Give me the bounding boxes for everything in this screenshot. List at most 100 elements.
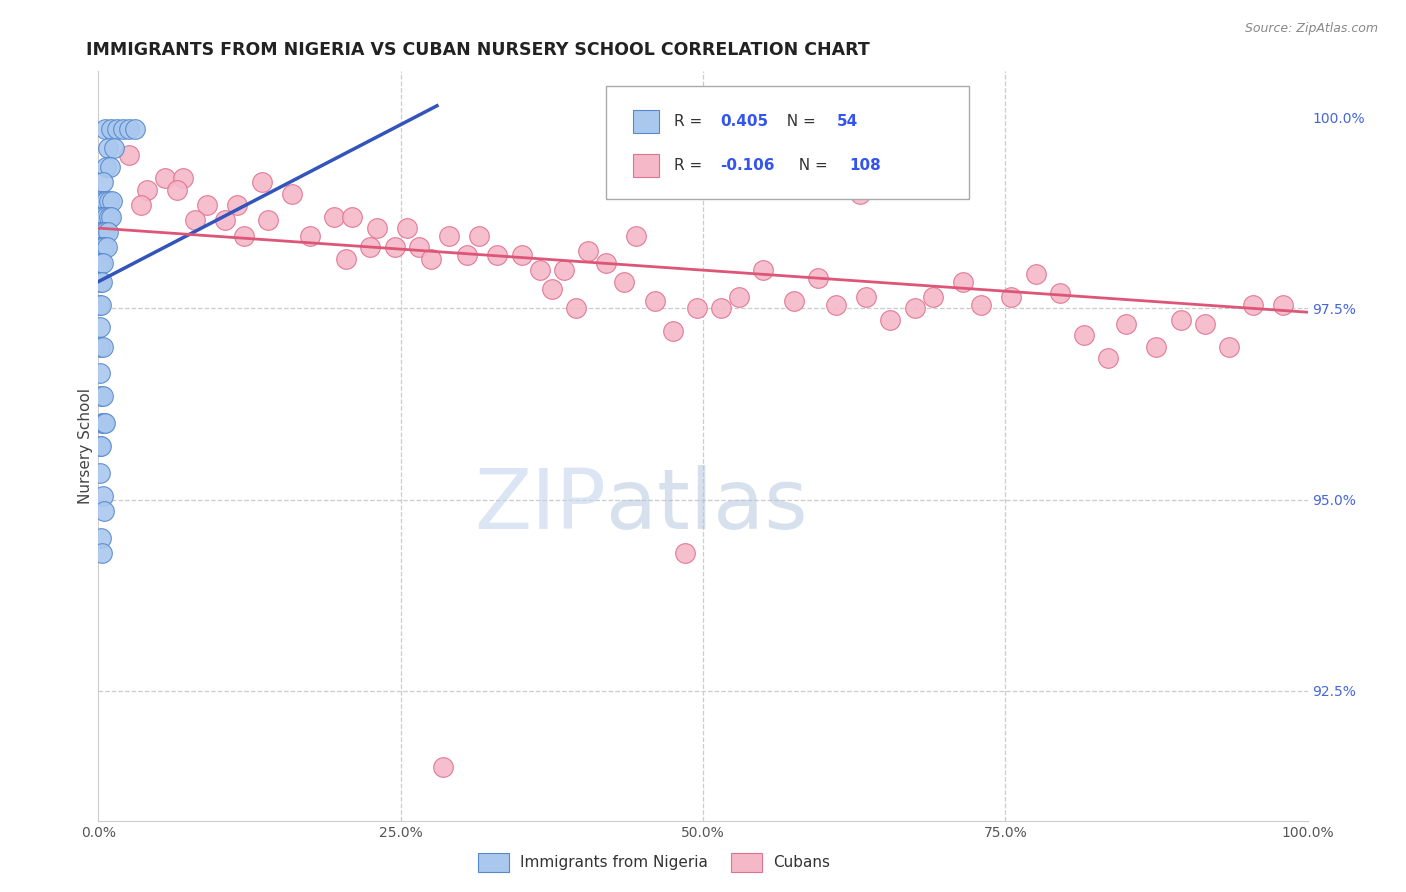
Point bbox=[100, 210, 122, 224]
Text: 0.405: 0.405 bbox=[720, 114, 768, 128]
Point bbox=[952, 275, 974, 289]
Point bbox=[91, 225, 114, 239]
Point bbox=[360, 240, 382, 254]
Point bbox=[91, 489, 114, 503]
Point bbox=[87, 255, 110, 269]
Point bbox=[595, 255, 617, 269]
Point bbox=[1025, 267, 1047, 281]
Point bbox=[626, 228, 648, 243]
Point bbox=[118, 148, 141, 162]
Point bbox=[408, 240, 430, 254]
Point bbox=[93, 255, 115, 269]
Point bbox=[89, 466, 111, 480]
Point bbox=[172, 171, 194, 186]
Point bbox=[849, 186, 872, 201]
Point bbox=[1272, 297, 1295, 311]
Point bbox=[94, 121, 117, 136]
Point bbox=[807, 270, 830, 285]
Point bbox=[510, 248, 533, 262]
Text: IMMIGRANTS FROM NIGERIA VS CUBAN NURSERY SCHOOL CORRELATION CHART: IMMIGRANTS FROM NIGERIA VS CUBAN NURSERY… bbox=[86, 41, 870, 59]
Point bbox=[91, 175, 114, 189]
Point bbox=[644, 293, 666, 308]
FancyBboxPatch shape bbox=[633, 110, 659, 133]
Point bbox=[1218, 340, 1240, 354]
Text: N =: N = bbox=[776, 114, 820, 128]
Point bbox=[299, 228, 322, 243]
Point bbox=[101, 194, 124, 209]
Point bbox=[613, 275, 636, 289]
Point bbox=[93, 416, 115, 430]
Point bbox=[96, 240, 118, 254]
Point bbox=[1115, 317, 1137, 331]
Point bbox=[855, 290, 877, 304]
Point bbox=[94, 225, 117, 239]
Point bbox=[91, 340, 114, 354]
Point bbox=[93, 504, 115, 518]
Point bbox=[98, 160, 121, 174]
Point bbox=[94, 416, 117, 430]
Point bbox=[456, 248, 478, 262]
Point bbox=[90, 297, 112, 311]
Text: N =: N = bbox=[789, 158, 832, 172]
Point bbox=[94, 210, 117, 224]
Text: 108: 108 bbox=[849, 158, 882, 172]
Point bbox=[93, 240, 115, 254]
Point bbox=[1073, 328, 1095, 343]
Text: Source: ZipAtlas.com: Source: ZipAtlas.com bbox=[1244, 22, 1378, 36]
Point bbox=[970, 297, 993, 311]
Point bbox=[94, 160, 117, 174]
Point bbox=[90, 439, 112, 453]
Text: atlas: atlas bbox=[606, 466, 808, 547]
Point bbox=[89, 320, 111, 334]
Point bbox=[89, 225, 111, 239]
Point bbox=[256, 213, 278, 227]
Text: -0.106: -0.106 bbox=[720, 158, 775, 172]
Point bbox=[335, 252, 357, 266]
Point bbox=[226, 198, 249, 212]
Point bbox=[323, 210, 346, 224]
Point bbox=[1194, 317, 1216, 331]
Point bbox=[91, 546, 114, 560]
Point bbox=[752, 263, 775, 277]
Point bbox=[100, 121, 122, 136]
Point bbox=[366, 221, 388, 235]
Y-axis label: Nursery School: Nursery School bbox=[77, 388, 93, 504]
Point bbox=[103, 141, 125, 155]
Point bbox=[879, 313, 901, 327]
Point bbox=[825, 297, 848, 311]
Point bbox=[129, 198, 152, 212]
Point bbox=[673, 546, 696, 560]
Point bbox=[96, 194, 118, 209]
Point bbox=[529, 263, 551, 277]
Point bbox=[783, 293, 806, 308]
Point bbox=[281, 186, 304, 201]
Point bbox=[342, 210, 364, 224]
Point bbox=[112, 121, 135, 136]
Point bbox=[1000, 290, 1022, 304]
Point bbox=[89, 439, 111, 453]
Point bbox=[232, 228, 254, 243]
Text: Immigrants from Nigeria: Immigrants from Nigeria bbox=[520, 855, 709, 870]
Point bbox=[90, 275, 112, 289]
Point bbox=[395, 221, 418, 235]
Point bbox=[91, 416, 114, 430]
Point bbox=[1146, 340, 1168, 354]
Point bbox=[420, 252, 443, 266]
Point bbox=[486, 248, 509, 262]
Point bbox=[97, 141, 120, 155]
Point bbox=[89, 297, 111, 311]
Point bbox=[89, 340, 111, 354]
Point bbox=[124, 121, 146, 136]
Point bbox=[91, 210, 114, 224]
Point bbox=[384, 240, 406, 254]
Text: Cubans: Cubans bbox=[773, 855, 831, 870]
Text: ZIP: ZIP bbox=[474, 466, 606, 547]
Point bbox=[135, 183, 157, 197]
Text: R =: R = bbox=[673, 114, 707, 128]
Point bbox=[1097, 351, 1119, 365]
Point bbox=[904, 301, 927, 316]
Point bbox=[195, 198, 218, 212]
Point bbox=[90, 531, 112, 545]
Point bbox=[166, 183, 188, 197]
Point bbox=[153, 171, 176, 186]
